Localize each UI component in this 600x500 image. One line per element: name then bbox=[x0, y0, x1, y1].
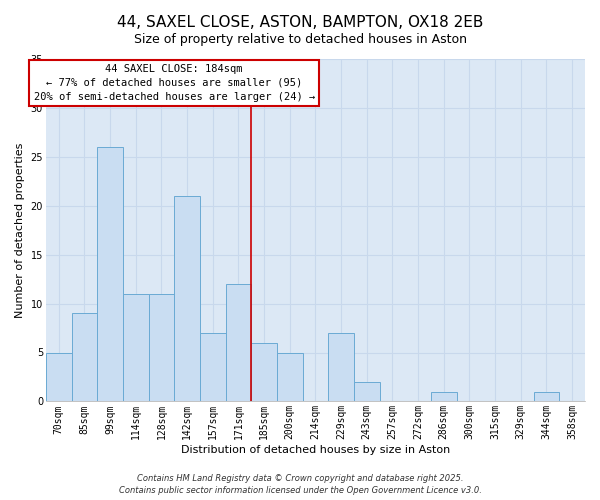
Text: Contains HM Land Registry data © Crown copyright and database right 2025.
Contai: Contains HM Land Registry data © Crown c… bbox=[119, 474, 481, 495]
Bar bbox=[200, 333, 226, 402]
X-axis label: Distribution of detached houses by size in Aston: Distribution of detached houses by size … bbox=[181, 445, 450, 455]
Bar bbox=[226, 284, 251, 402]
Bar bbox=[431, 392, 457, 402]
Bar bbox=[123, 294, 149, 402]
Bar bbox=[149, 294, 174, 402]
Bar bbox=[251, 342, 277, 402]
Bar bbox=[533, 392, 559, 402]
Bar bbox=[97, 147, 123, 402]
Bar bbox=[354, 382, 380, 402]
Bar bbox=[328, 333, 354, 402]
Text: Size of property relative to detached houses in Aston: Size of property relative to detached ho… bbox=[133, 32, 467, 46]
Bar bbox=[277, 352, 302, 402]
Text: 44, SAXEL CLOSE, ASTON, BAMPTON, OX18 2EB: 44, SAXEL CLOSE, ASTON, BAMPTON, OX18 2E… bbox=[117, 15, 483, 30]
Bar bbox=[71, 314, 97, 402]
Bar bbox=[174, 196, 200, 402]
Text: 44 SAXEL CLOSE: 184sqm
← 77% of detached houses are smaller (95)
20% of semi-det: 44 SAXEL CLOSE: 184sqm ← 77% of detached… bbox=[34, 64, 315, 102]
Y-axis label: Number of detached properties: Number of detached properties bbox=[15, 142, 25, 318]
Bar bbox=[46, 352, 71, 402]
